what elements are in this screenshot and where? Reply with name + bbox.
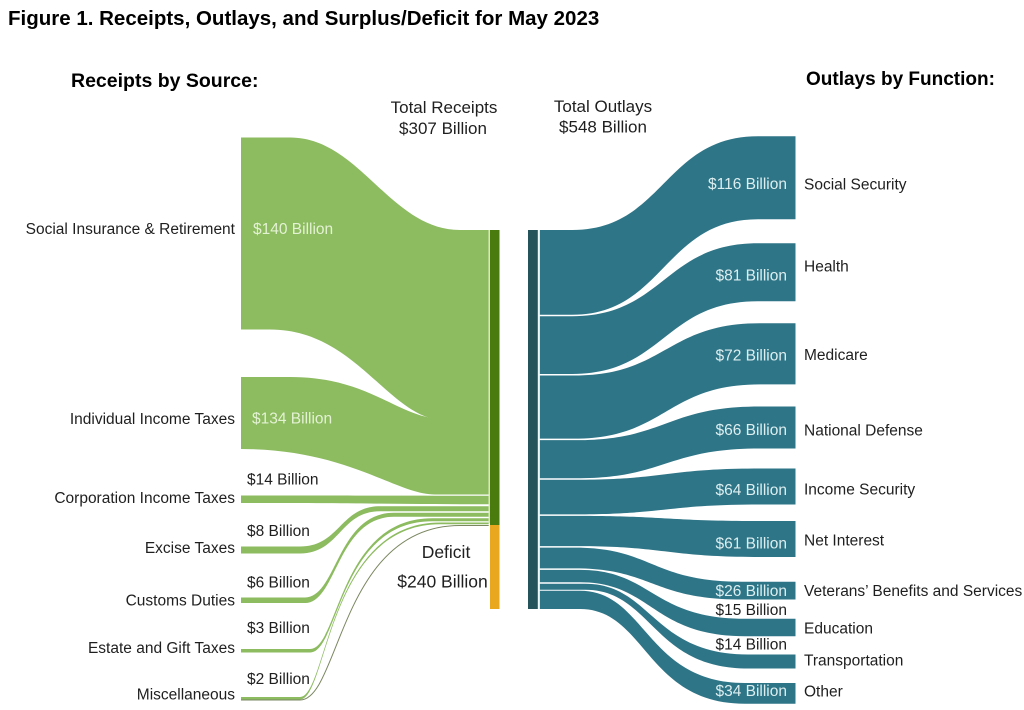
svg-text:$81 Billion: $81 Billion (715, 268, 787, 285)
svg-text:Total Receipts: Total Receipts (391, 98, 498, 117)
svg-text:$116 Billion: $116 Billion (708, 176, 787, 193)
svg-text:$14 Billion: $14 Billion (715, 636, 787, 653)
svg-text:$66 Billion: $66 Billion (715, 422, 787, 439)
svg-text:Transportation: Transportation (804, 652, 903, 669)
svg-text:Social Insurance & Retirement: Social Insurance & Retirement (26, 221, 236, 238)
svg-text:$6 Billion: $6 Billion (247, 575, 310, 592)
svg-text:Estate and Gift Taxes: Estate and Gift Taxes (88, 640, 235, 657)
svg-text:$72 Billion: $72 Billion (715, 348, 787, 365)
svg-text:$14 Billion: $14 Billion (247, 472, 319, 489)
svg-text:$8 Billion: $8 Billion (247, 523, 310, 540)
svg-text:Education: Education (804, 621, 873, 638)
svg-text:Excise Taxes: Excise Taxes (145, 540, 235, 557)
svg-text:Income Security: Income Security (804, 482, 915, 499)
svg-text:$307 Billion: $307 Billion (399, 119, 487, 138)
svg-text:$3 Billion: $3 Billion (247, 620, 310, 637)
svg-text:Deficit: Deficit (422, 542, 471, 562)
svg-text:$64 Billion: $64 Billion (715, 482, 787, 499)
svg-text:$134 Billion: $134 Billion (252, 411, 332, 428)
svg-text:Corporation Income Taxes: Corporation Income Taxes (54, 490, 235, 507)
svg-text:National Defense: National Defense (804, 423, 923, 440)
svg-text:Medicare: Medicare (804, 347, 868, 364)
svg-text:Receipts by Source:: Receipts by Source: (71, 70, 258, 92)
svg-text:$15 Billion: $15 Billion (715, 602, 787, 619)
svg-text:Miscellaneous: Miscellaneous (137, 687, 235, 704)
svg-text:$26 Billion: $26 Billion (715, 583, 787, 600)
svg-text:$140 Billion: $140 Billion (253, 221, 333, 238)
svg-text:Veterans’ Benefits and Service: Veterans’ Benefits and Services (804, 583, 1023, 600)
svg-text:$2 Billion: $2 Billion (247, 671, 310, 688)
svg-text:Customs Duties: Customs Duties (126, 593, 236, 610)
svg-text:Net Interest: Net Interest (804, 532, 885, 549)
svg-text:Total Outlays: Total Outlays (554, 97, 652, 116)
svg-text:Social Security: Social Security (804, 177, 907, 194)
svg-text:$34 Billion: $34 Billion (715, 683, 787, 700)
svg-text:Outlays by Function:: Outlays by Function: (806, 69, 995, 90)
svg-text:Individual Income Taxes: Individual Income Taxes (70, 411, 235, 428)
svg-text:$240 Billion: $240 Billion (397, 572, 487, 592)
svg-text:$61 Billion: $61 Billion (715, 536, 787, 553)
svg-text:Other: Other (804, 684, 843, 701)
svg-text:$548 Billion: $548 Billion (559, 118, 647, 137)
svg-text:Health: Health (804, 259, 849, 276)
svg-text:Figure 1. Receipts, Outlays, a: Figure 1. Receipts, Outlays, and Surplus… (8, 7, 599, 30)
